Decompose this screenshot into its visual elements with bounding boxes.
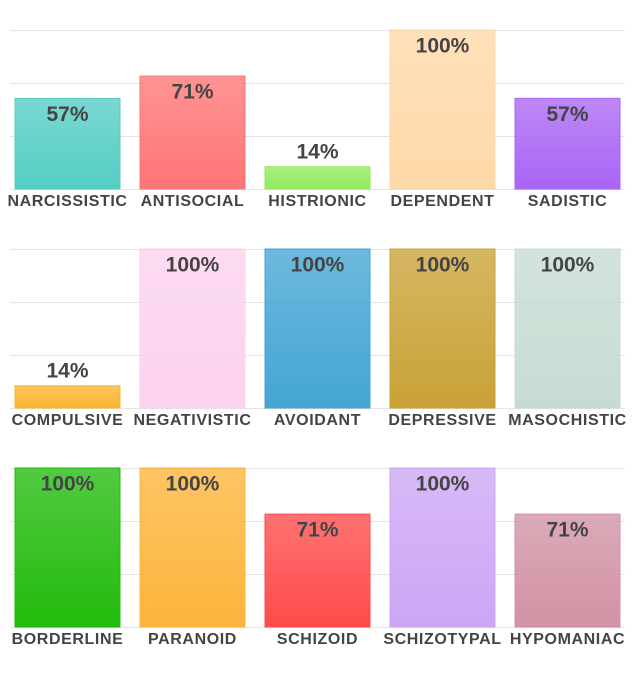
x-tick-label: BORDERLINE [12,631,124,648]
x-tick-label: HISTRIONIC [268,193,366,210]
x-tick-label: MASOCHISTIC [508,412,627,429]
bar [14,385,121,409]
bar [14,467,121,628]
bar [514,97,621,190]
value-label: 100% [541,254,595,277]
bar [139,248,246,409]
value-label: 100% [166,473,220,496]
bar [139,75,246,190]
value-label: 100% [416,254,470,277]
value-label: 14% [46,359,88,382]
value-label: 100% [291,254,345,277]
x-tick-label: AVOIDANT [274,412,361,429]
x-tick-label: SCHIZOID [277,631,358,648]
x-tick-label: SCHIZOTYPAL [383,631,501,648]
bar [264,513,371,628]
value-label: 100% [166,254,220,277]
x-tick-label: ANTISOCIAL [141,193,245,210]
bar [389,29,496,190]
bar [264,248,371,409]
value-label: 57% [546,103,588,126]
bar [514,513,621,628]
x-tick-label: PARANOID [148,631,237,648]
bar [389,248,496,409]
x-tick-label: HYPOMANIAC [510,631,625,648]
bar [264,166,371,190]
x-tick-label: DEPENDENT [390,193,494,210]
value-label: 100% [416,473,470,496]
x-tick-label: NEGATIVISTIC [133,412,251,429]
value-label: 100% [416,35,470,58]
x-tick-label: DEPRESSIVE [388,412,496,429]
x-tick-label: SADISTIC [528,193,607,210]
value-label: 100% [41,473,95,496]
bar [389,467,496,628]
value-label: 71% [171,81,213,104]
value-label: 71% [296,519,338,542]
value-label: 71% [546,519,588,542]
x-tick-label: NARCISSISTIC [7,193,127,210]
value-label: 14% [296,140,338,163]
bar [14,97,121,190]
bar [139,467,246,628]
x-tick-label: COMPULSIVE [12,412,124,429]
bar [514,248,621,409]
value-label: 57% [46,103,88,126]
